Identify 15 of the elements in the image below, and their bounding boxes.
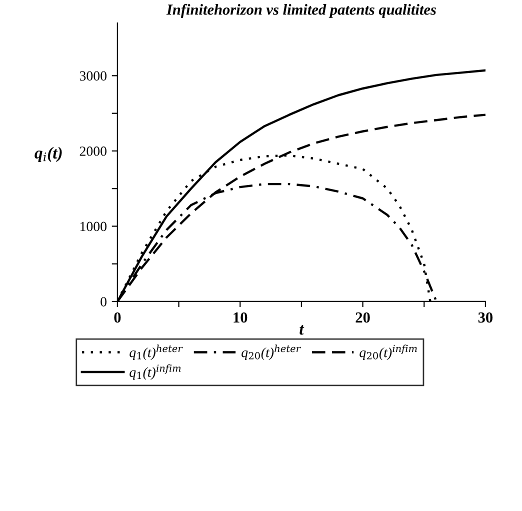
y-tick-label: 3000 <box>80 71 107 81</box>
y-tick-label: 0 <box>100 297 107 306</box>
legend-label: q$_{20}$(t)$^{infim}$ <box>360 344 417 360</box>
legend-label: q$_{1}$(t)$^{heter}$ <box>130 344 183 360</box>
legend-label: q$_{20}$(t)$^{heter}$ <box>242 344 301 360</box>
x-axis-title: t <box>300 325 304 335</box>
y-tick-label: 1000 <box>80 222 107 232</box>
x-tick-label: 30 <box>478 312 493 323</box>
x-tick-label: 0 <box>114 312 121 323</box>
legend-label: q$_{1}$(t)$^{infim}$ <box>130 364 181 380</box>
chart-title: Infinitehorizon vs limited patents qualitites <box>166 4 436 18</box>
x-tick-label: 20 <box>356 312 370 323</box>
x-tick-label: 10 <box>234 312 248 323</box>
y-axis-title: q$_{i}$(t) <box>34 146 62 162</box>
y-tick-label: 2000 <box>80 146 107 156</box>
